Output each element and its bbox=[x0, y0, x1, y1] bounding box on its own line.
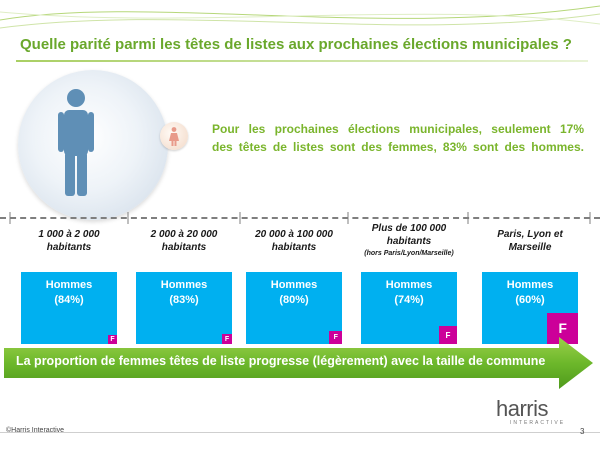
footer-divider bbox=[0, 432, 600, 433]
harris-logo: harris INTERACTIVE bbox=[496, 396, 576, 427]
hommes-bar: Hommes (60%) F bbox=[482, 272, 578, 344]
hommes-percent: (80%) bbox=[279, 294, 309, 306]
hommes-bar: Hommes (83%) F bbox=[136, 272, 232, 344]
title-underline bbox=[16, 60, 588, 62]
category-label: 2 000 à 20 000 habitants bbox=[126, 228, 242, 254]
page-title: Quelle parité parmi les têtes de listes … bbox=[20, 36, 572, 53]
category-label-line2: habitants bbox=[271, 242, 317, 253]
category-label-line1: 20 000 à 100 000 bbox=[255, 229, 333, 240]
man-icon bbox=[58, 89, 94, 196]
category-label: 1 000 à 2 000 habitants bbox=[11, 228, 127, 254]
category-label: 20 000 à 100 000 habitants bbox=[236, 228, 352, 254]
hommes-series-name: Hommes bbox=[270, 279, 318, 291]
hommes-series-name: Hommes bbox=[45, 279, 93, 291]
femmes-box: F bbox=[222, 334, 232, 344]
hommes-percent: (83%) bbox=[169, 294, 199, 306]
hommes-data-label: Hommes (60%) bbox=[482, 278, 578, 308]
hommes-series-name: Hommes bbox=[506, 279, 554, 291]
femmes-box: F bbox=[329, 331, 342, 344]
arrow-caption: La proportion de femmes têtes de liste p… bbox=[16, 354, 546, 368]
progress-arrow bbox=[4, 337, 593, 389]
category-note: (hors Paris/Lyon/Marseille) bbox=[364, 250, 454, 257]
hommes-series-name: Hommes bbox=[160, 279, 208, 291]
femmes-box: F bbox=[439, 326, 457, 344]
hommes-percent: (60%) bbox=[515, 294, 545, 306]
category-label-line2: habitants bbox=[161, 242, 207, 253]
category-label-line2: habitants bbox=[386, 236, 432, 247]
femmes-box: F bbox=[547, 313, 578, 344]
hommes-bar: Hommes (80%) F bbox=[246, 272, 342, 344]
category-label-line2: Marseille bbox=[508, 242, 552, 253]
woman-icon bbox=[169, 127, 179, 146]
category-label: Plus de 100 000 habitants (hors Paris/Lyon… bbox=[351, 222, 467, 259]
hommes-data-label: Hommes (84%) bbox=[21, 278, 117, 308]
hommes-bar: Hommes (74%) F bbox=[361, 272, 457, 344]
hommes-data-label: Hommes (80%) bbox=[246, 278, 342, 308]
category-label: Paris, Lyon et Marseille bbox=[472, 228, 588, 254]
hommes-bar: Hommes (84%) F bbox=[21, 272, 117, 344]
category-label-line1: Paris, Lyon et bbox=[497, 229, 563, 240]
dashed-separator bbox=[0, 217, 600, 219]
hommes-data-label: Hommes (83%) bbox=[136, 278, 232, 308]
summary-line-1: Pour les prochaines élections municipale… bbox=[212, 122, 584, 136]
summary-statement: Pour les prochaines élections municipale… bbox=[212, 120, 584, 156]
separator-ticks bbox=[9, 212, 591, 224]
femmes-box: F bbox=[108, 335, 117, 344]
hommes-percent: (74%) bbox=[394, 294, 424, 306]
category-label-line1: 1 000 à 2 000 bbox=[38, 229, 100, 240]
page-number: 3 bbox=[580, 427, 585, 436]
summary-line-2: des têtes de listes sont des femmes, 83%… bbox=[212, 140, 584, 154]
category-label-line1: Plus de 100 000 bbox=[371, 223, 447, 234]
hommes-data-label: Hommes (74%) bbox=[361, 278, 457, 308]
logo-wordmark: harris bbox=[496, 396, 549, 421]
hommes-percent: (84%) bbox=[54, 294, 84, 306]
copyright-text: ©Harris Interactive bbox=[6, 427, 65, 434]
logo-subtitle: INTERACTIVE bbox=[510, 420, 566, 426]
category-label-line2: habitants bbox=[46, 242, 92, 253]
woman-icon-badge bbox=[160, 122, 188, 150]
header-decoration bbox=[0, 5, 600, 29]
category-label-line1: 2 000 à 20 000 bbox=[150, 229, 218, 240]
hommes-series-name: Hommes bbox=[385, 279, 433, 291]
